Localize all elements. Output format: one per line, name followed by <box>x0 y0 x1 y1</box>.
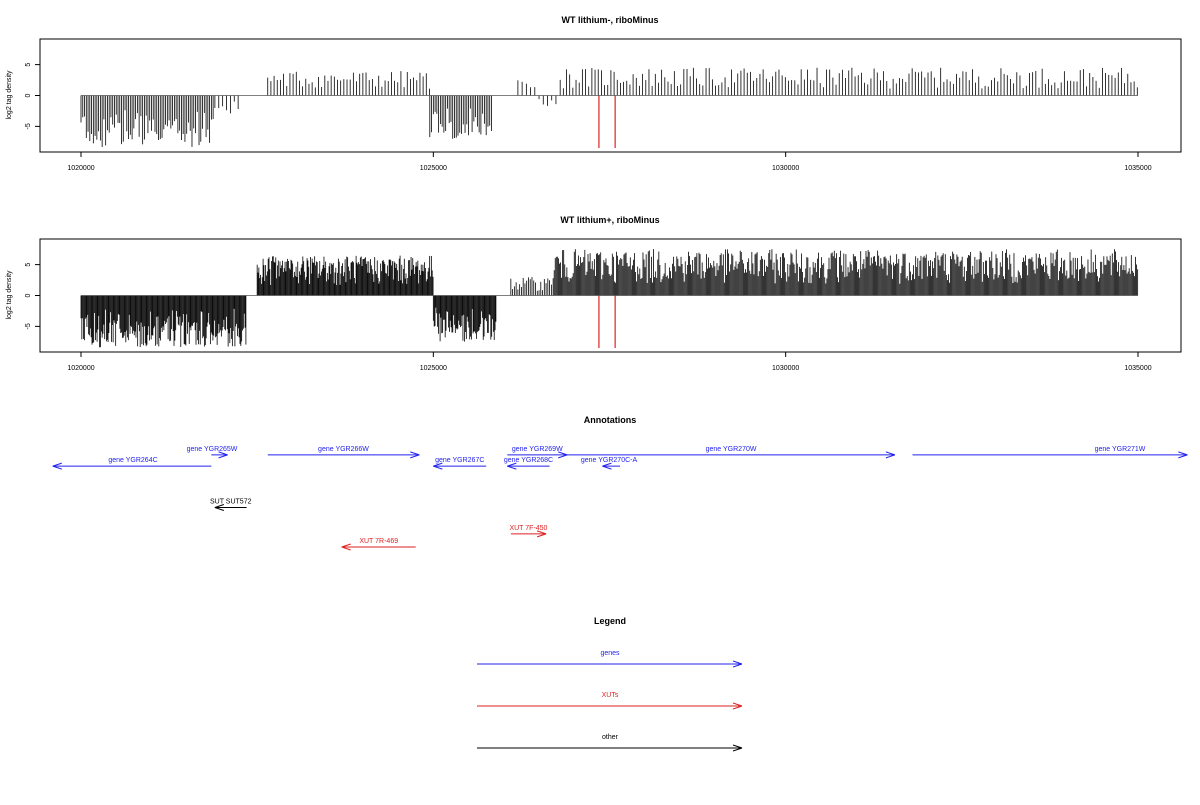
annotation-label: gene YGR271W <box>1095 446 1146 453</box>
annotation-arrow <box>507 462 550 470</box>
annotations-title: Annotations <box>584 415 637 425</box>
y-tick-label: 0 <box>25 293 32 297</box>
legend-items: genes XUTs other <box>477 650 743 752</box>
annotation-arrow <box>510 530 547 538</box>
y-tick-label: 5 <box>25 263 32 267</box>
track-panel-lithium-plus: WT lithium+, riboMinus log2 tag density … <box>6 215 1182 372</box>
track-title: WT lithium-, riboMinus <box>562 15 659 25</box>
legend-arrow <box>477 660 743 668</box>
annotation-arrow <box>433 462 487 470</box>
annotation-label: gene YGR267C <box>435 457 484 464</box>
annotation-label: gene YGR269W <box>512 446 563 453</box>
track-panel-lithium-minus: WT lithium-, riboMinus log2 tag density … <box>6 15 1182 172</box>
y-tick-label: 5 <box>25 63 32 67</box>
annotation-label: XUT 7F-450 <box>509 525 547 532</box>
annotation-arrow <box>602 462 621 470</box>
x-tick-label: 1035000 <box>1124 365 1151 372</box>
annotation-label: XUT 7R-469 <box>359 538 398 545</box>
y-tick-label: -5 <box>25 123 32 129</box>
annotation-label: gene YGR266W <box>318 446 369 453</box>
track-title: WT lithium+, riboMinus <box>560 215 659 225</box>
annotation-label: gene YGR270C-A <box>581 457 638 464</box>
axes: 1020000 1025000 1030000 1035000 -5 0 5 <box>25 63 1152 172</box>
annotation-arrow <box>52 462 212 470</box>
density-bars <box>80 67 1138 148</box>
x-tick-label: 1025000 <box>420 165 447 172</box>
y-tick-label: 0 <box>25 93 32 97</box>
legend-arrow <box>477 744 743 752</box>
legend-label: genes <box>600 650 620 657</box>
y-tick-label: -5 <box>25 323 32 329</box>
x-tick-label: 1020000 <box>67 365 94 372</box>
y-axis-label: log2 tag density <box>6 70 13 120</box>
legend-label: XUTs <box>602 692 619 699</box>
legend-panel: Legend genes XUTs other <box>477 616 743 752</box>
annotation-arrow <box>211 451 228 459</box>
annotation-arrow <box>507 451 568 459</box>
legend-label: other <box>602 734 619 741</box>
x-tick-label: 1025000 <box>420 365 447 372</box>
x-tick-label: 1030000 <box>772 365 799 372</box>
annotation-label: SUT SUT572 <box>210 499 252 506</box>
annotation-arrow <box>912 451 1188 459</box>
annotation-features: gene YGR264C gene YGR265W gene YGR266W gene… <box>52 446 1188 551</box>
legend-arrow <box>477 702 743 710</box>
annotation-arrow <box>567 451 896 459</box>
axes: 1020000 1025000 1030000 1035000 -5 0 5 <box>25 263 1152 372</box>
annotation-label: gene YGR268C <box>504 457 553 464</box>
density-bars <box>80 249 1139 348</box>
annotation-arrow <box>214 504 247 511</box>
x-tick-label: 1020000 <box>67 165 94 172</box>
annotation-arrow <box>341 543 416 551</box>
y-axis-label: log2 tag density <box>6 270 13 320</box>
annotation-label: gene YGR270W <box>706 446 757 453</box>
x-tick-label: 1035000 <box>1124 165 1151 172</box>
annotation-arrow <box>267 451 420 459</box>
legend-title: Legend <box>594 616 626 626</box>
annotation-label: gene YGR265W <box>187 446 238 453</box>
annotation-label: gene YGR264C <box>108 457 157 464</box>
x-tick-label: 1030000 <box>772 165 799 172</box>
